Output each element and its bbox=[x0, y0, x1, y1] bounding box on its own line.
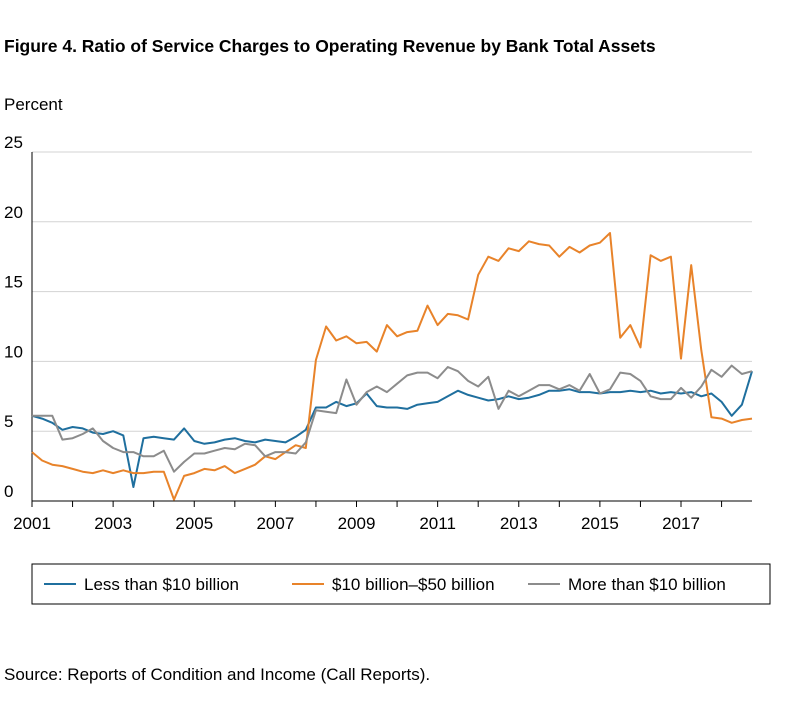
x-tick-labels: 2001 2003 2005 2007 2009 2011 2013 2015 2017 bbox=[13, 514, 700, 533]
legend-box bbox=[31, 563, 771, 605]
x-tick-label: 2001 bbox=[13, 514, 51, 533]
y-tick-label: 15 bbox=[4, 273, 23, 292]
legend-label: Less than $10 billion bbox=[84, 575, 239, 594]
chart-title: Figure 4. Ratio of Service Charges to Op… bbox=[4, 36, 656, 56]
gridlines bbox=[32, 151, 752, 432]
y-tick-labels: 0 5 10 15 20 25 bbox=[4, 133, 23, 501]
y-axis-unit-label: Percent bbox=[4, 95, 63, 114]
x-tick-label: 2005 bbox=[175, 514, 213, 533]
x-tick-label: 2009 bbox=[338, 514, 376, 533]
series-line-3 bbox=[32, 364, 753, 473]
x-tick-label: 2015 bbox=[581, 514, 619, 533]
x-tick-label: 2011 bbox=[419, 514, 456, 533]
x-tick-label: 2013 bbox=[500, 514, 538, 533]
series-lines bbox=[31, 232, 753, 501]
x-tick-label: 2007 bbox=[256, 514, 294, 533]
y-tick-label: 25 bbox=[4, 133, 23, 152]
y-tick-label: 5 bbox=[4, 412, 13, 431]
legend-label: $10 billion–$50 billion bbox=[332, 575, 495, 594]
legend: Less than $10 billion $10 billion–$50 bil… bbox=[31, 563, 771, 605]
x-tick-label: 2017 bbox=[662, 514, 700, 533]
x-tick-label: 2003 bbox=[94, 514, 132, 533]
series-line-1 bbox=[31, 370, 753, 488]
legend-label: More than $10 billion bbox=[568, 575, 726, 594]
series-line-2 bbox=[31, 232, 753, 501]
y-tick-label: 0 bbox=[4, 482, 13, 501]
axes bbox=[31, 152, 752, 507]
source-note: Source: Reports of Condition and Income … bbox=[4, 665, 431, 684]
y-tick-label: 10 bbox=[4, 342, 23, 361]
y-tick-label: 20 bbox=[4, 203, 23, 222]
